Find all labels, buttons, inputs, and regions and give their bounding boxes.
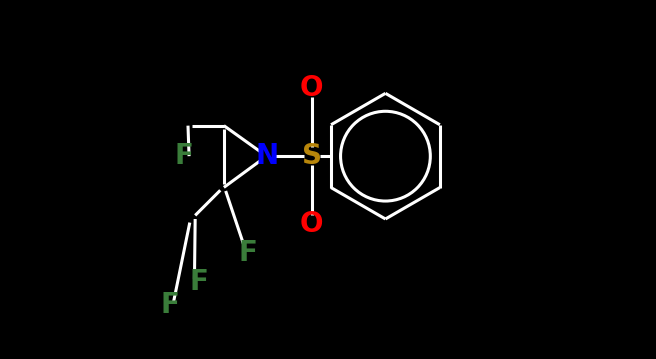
- Text: S: S: [302, 142, 322, 170]
- Text: N: N: [255, 142, 279, 170]
- Text: O: O: [300, 210, 323, 238]
- Text: F: F: [190, 268, 208, 296]
- Text: O: O: [300, 74, 323, 102]
- Text: F: F: [239, 239, 258, 267]
- Text: F: F: [161, 291, 180, 319]
- Text: F: F: [174, 142, 193, 170]
